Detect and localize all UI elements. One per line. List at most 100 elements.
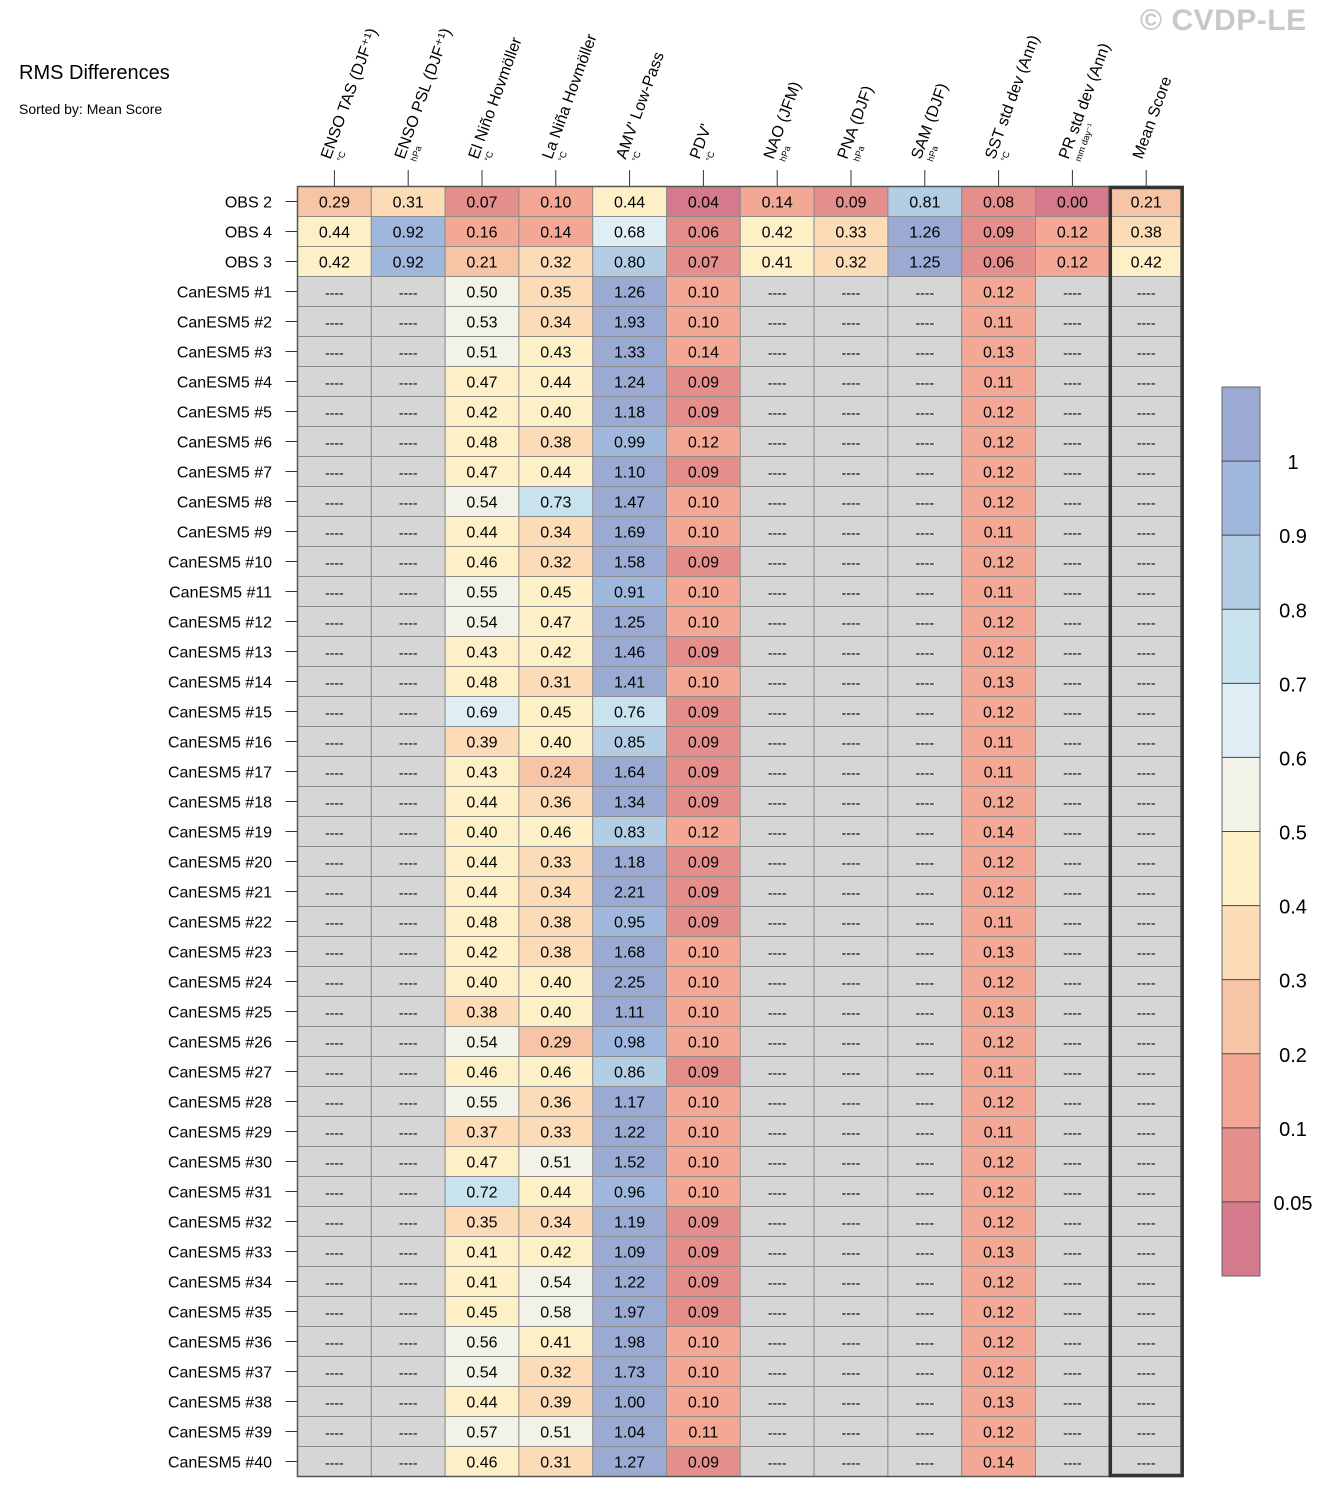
- cell-canesm5-31-pr-std-dev-ann: [1035, 1176, 1110, 1207]
- cell-value-label: ----: [1063, 735, 1082, 751]
- cell-value-label: ----: [768, 1275, 787, 1291]
- cell-value-label: 0.09: [688, 1275, 719, 1292]
- cell-canesm5-19-la-ni-a-hovm-ller: [518, 816, 594, 847]
- column-header-sst-std-dev-ann: SST std dev (Ann)°C: [982, 33, 1043, 163]
- cell-value-label: 0.13: [983, 1005, 1014, 1022]
- cell-canesm5-9-la-ni-a-hovm-ller: [518, 516, 594, 547]
- cell-canesm5-32-sam-djf: [887, 1206, 963, 1237]
- cell-value-label: 0.34: [540, 1215, 571, 1232]
- cell-value-label: 0.13: [983, 675, 1014, 692]
- cell-canesm5-30-sam-djf: [887, 1146, 963, 1177]
- cell-value-label: 0.76: [614, 705, 645, 722]
- cell-value-label: ----: [842, 1335, 861, 1351]
- cell-canesm5-19-mean-score: [1108, 816, 1184, 847]
- cell-value-label: ----: [768, 1185, 787, 1201]
- cell-canesm5-18-sam-djf: [887, 786, 963, 817]
- cell-value-label: 1.34: [614, 795, 645, 812]
- cell-value-label: ----: [915, 975, 934, 991]
- cell-canesm5-14-pr-std-dev-ann: [1035, 666, 1110, 697]
- cell-value-label: ----: [399, 1185, 418, 1201]
- cell-value-label: ----: [768, 825, 787, 841]
- cell-canesm5-11-enso-tas-djf: [297, 576, 372, 607]
- column-header-pr-std-dev-ann: PR std dev (Ann)mm day⁻¹: [1056, 41, 1114, 163]
- cell-value-label: ----: [842, 885, 861, 901]
- cell-value-label: ----: [325, 855, 344, 871]
- cell-canesm5-9-amv-low-pass: [592, 516, 668, 547]
- cell-value-label: ----: [1063, 855, 1082, 871]
- cell-canesm5-19-amv-low-pass: [592, 816, 668, 847]
- column-header-pdv: PDV'°C: [687, 122, 717, 163]
- cell-value-label: 0.69: [466, 705, 497, 722]
- cell-canesm5-34-la-ni-a-hovm-ller: [518, 1266, 594, 1297]
- cell-canesm5-1-nao-jfm: [739, 276, 815, 307]
- cell-canesm5-25-pna-djf: [813, 996, 889, 1027]
- cell-value-label: ----: [1063, 435, 1082, 451]
- cell-value-label: ----: [1137, 615, 1156, 631]
- cell-value-label: 0.10: [688, 1335, 719, 1352]
- cell-value-label: ----: [1137, 795, 1156, 811]
- cell-value-label: 0.50: [466, 285, 497, 302]
- cell-canesm5-39-enso-psl-djf: [370, 1416, 446, 1447]
- cell-value-label: ----: [768, 945, 787, 961]
- cell-value-label: 0.91: [614, 585, 645, 602]
- cell-canesm5-6-mean-score: [1108, 426, 1184, 457]
- cell-value-label: ----: [1137, 1335, 1156, 1351]
- cell-value-label: ----: [842, 705, 861, 721]
- cell-canesm5-40-mean-score: [1108, 1446, 1184, 1477]
- cell-canesm5-37-pdv: [666, 1356, 741, 1387]
- cell-canesm5-1-enso-tas-djf: [297, 276, 372, 307]
- cell-value-label: ----: [842, 285, 861, 301]
- cell-value-label: ----: [1063, 795, 1082, 811]
- cell-canesm5-29-pdv: [666, 1116, 741, 1147]
- cell-canesm5-3-nao-jfm: [739, 336, 815, 367]
- cell-value-label: ----: [768, 465, 787, 481]
- cell-value-label: 0.46: [466, 1455, 497, 1472]
- cell-value-label: ----: [1063, 465, 1082, 481]
- cell-canesm5-17-sst-std-dev-ann: [961, 756, 1037, 787]
- cell-value-label: 0.10: [688, 1365, 719, 1382]
- colorbar-segment: [1222, 461, 1260, 536]
- cell-value-label: ----: [325, 1215, 344, 1231]
- cell-value-label: 0.48: [466, 675, 497, 692]
- cell-canesm5-29-el-ni-o-hovm-ller: [444, 1116, 520, 1147]
- cell-canesm5-17-pr-std-dev-ann: [1035, 756, 1110, 787]
- cell-canesm5-33-pr-std-dev-ann: [1035, 1236, 1110, 1267]
- cell-canesm5-35-sst-std-dev-ann: [961, 1296, 1037, 1327]
- cell-value-label: ----: [1063, 825, 1082, 841]
- cell-value-label: ----: [842, 1125, 861, 1141]
- cell-canesm5-28-sam-djf: [887, 1086, 963, 1117]
- colorbar-tick-label: 0.2: [1279, 1045, 1307, 1067]
- cell-canesm5-13-pna-djf: [813, 636, 889, 667]
- cell-value-label: ----: [842, 435, 861, 451]
- cell-canesm5-12-el-ni-o-hovm-ller: [444, 606, 520, 637]
- cell-value-label: ----: [915, 1245, 934, 1261]
- colorbar-segment: [1222, 757, 1260, 832]
- cell-value-label: 0.57: [466, 1425, 497, 1442]
- colorbar-tick-label: 0.05: [1274, 1193, 1313, 1215]
- cell-canesm5-15-pr-std-dev-ann: [1035, 696, 1110, 727]
- cell-value-label: 1.73: [614, 1365, 645, 1382]
- cell-value-label: 0.13: [983, 945, 1014, 962]
- cell-canesm5-12-sst-std-dev-ann: [961, 606, 1037, 637]
- cell-value-label: ----: [399, 945, 418, 961]
- cell-value-label: 0.11: [984, 585, 1014, 602]
- cell-value-label: ----: [1063, 765, 1082, 781]
- cell-value-label: 0.12: [983, 975, 1014, 992]
- cell-value-label: 0.38: [540, 435, 571, 452]
- column-header-sam-djf: SAM (DJF)hPa: [909, 81, 952, 163]
- cell-canesm5-10-amv-low-pass: [592, 546, 668, 577]
- cell-canesm5-20-la-ni-a-hovm-ller: [518, 846, 594, 877]
- cell-value-label: ----: [1137, 435, 1156, 451]
- colorbar-segment: [1222, 683, 1260, 758]
- cell-canesm5-23-pdv: [666, 936, 741, 967]
- cell-value-label: 0.54: [466, 615, 497, 632]
- cell-canesm5-28-nao-jfm: [739, 1086, 815, 1117]
- row-label-canesm5-24: CanESM5 #24: [168, 975, 272, 992]
- cell-value-label: 1.22: [614, 1275, 645, 1292]
- cell-value-label: ----: [915, 405, 934, 421]
- cell-value-label: ----: [915, 1065, 934, 1081]
- cell-obs-2-sst-std-dev-ann: [961, 186, 1037, 217]
- cell-canesm5-23-nao-jfm: [739, 936, 815, 967]
- cell-value-label: 0.32: [540, 555, 571, 572]
- cell-value-label: ----: [842, 1365, 861, 1381]
